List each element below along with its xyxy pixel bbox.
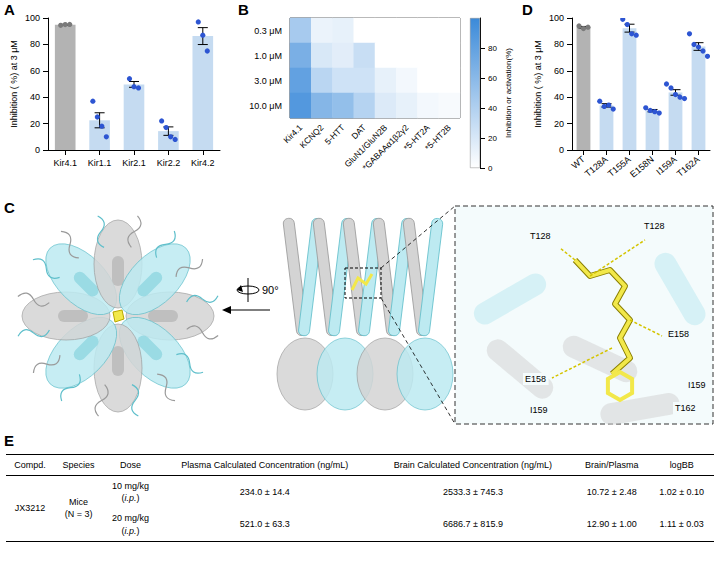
svg-text:0: 0 [35, 145, 40, 155]
svg-text:100: 100 [549, 13, 564, 23]
svg-text:0: 0 [488, 164, 493, 173]
svg-text:60: 60 [554, 66, 564, 76]
html-text:Compd.: Compd. [14, 460, 46, 470]
svg-text:*GABAAα1β2γ2: *GABAAα1β2γ2 [360, 122, 411, 173]
svg-text:5-HTT: 5-HTT [323, 122, 347, 146]
html-text:(i.p.): (i.p.) [121, 493, 140, 504]
svg-text:E158: E158 [525, 374, 546, 384]
svg-text:T162: T162 [675, 403, 696, 413]
svg-text:E158: E158 [668, 329, 689, 339]
html-text:Dose: Dose [120, 460, 141, 470]
html-text:10 mg/kg: 10 mg/kg [112, 481, 149, 492]
html-text:Species: Species [62, 460, 95, 470]
svg-text:DAT: DAT [349, 122, 368, 142]
svg-text:WT: WT [570, 154, 588, 171]
html-text:234.0 ± 14.4: 234.0 ± 14.4 [239, 487, 290, 498]
html-text:(i.p.): (i.p.) [121, 525, 140, 536]
svg-text:3.0 μM: 3.0 μM [254, 76, 282, 86]
svg-text:20: 20 [30, 119, 40, 129]
svg-text:Inhibition or activation(%): Inhibition or activation(%) [504, 48, 513, 138]
svg-text:T128: T128 [644, 221, 665, 231]
html-text:12.90 ± 1.00: 12.90 ± 1.00 [586, 519, 637, 530]
html-text:(N = 3): (N = 3) [64, 509, 93, 520]
html-text:2533.3 ± 745.3: 2533.3 ± 745.3 [442, 487, 503, 498]
html-text:Brain Calculated Concentration: Brain Calculated Concentration (ng/mL) [393, 460, 552, 470]
svg-text:GluN1/GluN2B: GluN1/GluN2B [342, 122, 390, 170]
svg-text:60: 60 [30, 66, 40, 76]
svg-text:T162A: T162A [675, 154, 702, 179]
svg-text:80: 80 [488, 44, 497, 53]
svg-text:*5-HT2B: *5-HT2B [423, 122, 453, 152]
svg-text:0: 0 [559, 145, 564, 155]
svg-text:Kir1.1: Kir1.1 [88, 158, 112, 168]
svg-text:40: 40 [488, 104, 497, 113]
svg-text:40: 40 [30, 92, 40, 102]
html-text:Mice: Mice [69, 497, 89, 508]
svg-text:*5-HT2A: *5-HT2A [401, 122, 432, 153]
html-text:6686.7 ± 815.9: 6686.7 ± 815.9 [442, 519, 503, 530]
html-text:Plasma Calculated Concentratio: Plasma Calculated Concentration (ng/mL) [181, 460, 349, 470]
svg-text:Kir4.1: Kir4.1 [281, 122, 305, 146]
svg-text:20: 20 [488, 134, 497, 143]
svg-text:C: C [4, 199, 15, 216]
svg-text:D: D [522, 1, 533, 18]
html-text:1.11 ± 0.03: 1.11 ± 0.03 [659, 519, 704, 530]
html-text:logBB: logBB [669, 460, 694, 470]
html-text:1.02 ± 0.10: 1.02 ± 0.10 [659, 487, 705, 498]
svg-text:60: 60 [488, 74, 497, 83]
html-text:521.0 ± 63.3: 521.0 ± 63.3 [239, 519, 290, 530]
svg-text:KCNQ2: KCNQ2 [298, 122, 326, 150]
svg-text:I159A: I159A [654, 154, 678, 177]
html-text:10.72 ± 2.48: 10.72 ± 2.48 [586, 487, 637, 498]
svg-text:A: A [4, 1, 15, 18]
html-text:20 mg/kg: 20 mg/kg [112, 513, 149, 524]
svg-text:T128: T128 [530, 231, 551, 241]
html-text:Brain/Plasma: Brain/Plasma [585, 460, 639, 470]
svg-text:T155A: T155A [606, 154, 633, 179]
svg-text:10.0 μM: 10.0 μM [249, 101, 282, 111]
svg-text:80: 80 [554, 39, 564, 49]
svg-text:I159: I159 [530, 405, 548, 415]
svg-text:0.3 μM: 0.3 μM [254, 26, 282, 36]
svg-text:I159: I159 [688, 380, 706, 390]
svg-text:Kir2.2: Kir2.2 [157, 158, 181, 168]
svg-text:B: B [238, 1, 249, 18]
svg-text:Kir4.1: Kir4.1 [53, 158, 77, 168]
html-text:E: E [4, 432, 14, 449]
svg-text:Inhibition ( %) at 3 μM: Inhibition ( %) at 3 μM [9, 40, 19, 128]
svg-text:T128A: T128A [583, 154, 610, 179]
svg-text:20: 20 [554, 119, 564, 129]
svg-text:80: 80 [30, 39, 40, 49]
svg-text:90°: 90° [262, 284, 279, 296]
svg-text:Kir2.1: Kir2.1 [122, 158, 146, 168]
svg-text:40: 40 [554, 92, 564, 102]
html-text:JX3212: JX3212 [14, 503, 46, 514]
svg-text:100: 100 [25, 13, 40, 23]
svg-text:Kir4.2: Kir4.2 [191, 158, 215, 168]
svg-text:Inhibition ( %) at 3 μM: Inhibition ( %) at 3 μM [533, 40, 543, 128]
svg-text:E158N: E158N [628, 154, 656, 179]
svg-text:1.0 μM: 1.0 μM [254, 51, 282, 61]
